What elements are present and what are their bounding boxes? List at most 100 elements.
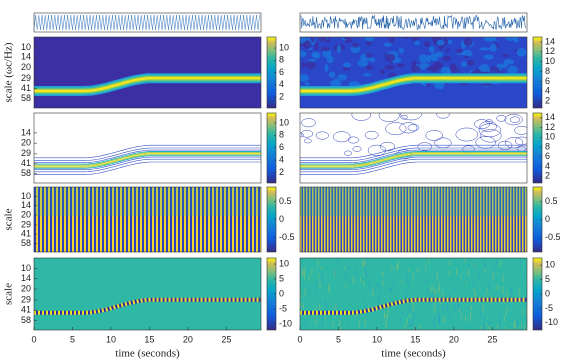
noise [402,309,404,316]
noise [343,266,345,271]
blob [322,49,332,58]
noise [365,271,367,279]
blob [314,41,319,51]
colorbar-tick-label: 0.5 [545,196,558,206]
noise [438,282,440,291]
colorbar-tick-label: 8 [545,141,550,151]
noise [504,327,506,330]
colorbar-tick-label: 2 [545,171,550,181]
y-tick-label: 41 [21,83,31,93]
noise [397,260,399,269]
blob [343,37,349,40]
noise [304,287,306,295]
noise [337,292,339,297]
noise [359,277,361,282]
contour-loop [514,136,527,146]
noise [304,273,306,280]
panel-image [300,187,527,252]
noise [335,303,337,311]
noise [406,318,408,326]
blob [383,42,392,47]
contour-loop [496,115,507,122]
axes-frame [299,112,528,184]
noise [439,317,441,323]
contour-loop [300,130,314,138]
noise [474,263,476,268]
contour-loop [474,119,490,129]
blob [480,82,492,87]
x-tick-label: 15 [144,334,154,344]
contour-loop [332,131,351,143]
contour-loop [379,141,396,152]
noise [463,324,465,330]
noise [438,312,440,321]
noise [489,321,491,328]
blob [318,37,327,43]
noise [318,324,320,330]
noise [370,266,372,270]
noise [510,286,512,294]
blob [328,71,336,79]
noise [322,315,324,321]
noise [362,280,364,287]
x-tick-label: 20 [183,334,193,344]
colorbar [266,112,277,184]
noise [474,290,476,300]
contour-loop [315,131,329,140]
blob [414,40,421,46]
blob [305,61,316,70]
noise [399,315,401,325]
noise [390,286,392,292]
colorbar-tick-label: 2 [279,91,284,101]
axes-frame [33,36,262,109]
contour-line [34,149,261,163]
noise [407,279,409,288]
colorbar-tick-label: -10 [279,318,292,328]
colorbar-tick-label: 14 [545,112,555,122]
noise [353,276,355,286]
noise [364,260,366,267]
noise [389,317,391,323]
image-bg [300,258,527,330]
contour-loop [378,113,400,122]
colorbar-tick-label: 0 [545,288,550,298]
noise [519,289,521,296]
noise [319,281,321,289]
noise [385,313,387,318]
contour-line [300,156,527,170]
noise [339,319,341,327]
blob [455,48,463,54]
blob [447,40,453,45]
y-tick-label: 41 [21,158,31,168]
noise [378,297,380,306]
noise [460,274,462,278]
colorbar-tick-label: 10 [279,258,289,268]
noise [321,273,323,283]
noise [417,267,419,274]
noise [380,283,382,290]
signal-line [300,14,526,31]
colorbar-tick-label: -0.5 [545,232,561,242]
noise [404,323,406,330]
x-axis-label: time (seconds) [115,348,180,360]
noise [455,268,457,276]
noise [300,301,302,309]
x-tick-label: 10 [106,334,116,344]
blob [398,47,404,54]
noise [382,279,384,287]
noise [503,274,505,282]
signal-frame [33,12,262,33]
noise [516,320,518,325]
noise [483,316,485,322]
noise [385,323,387,329]
axes-frame [299,186,528,253]
blob [489,43,497,52]
noise [302,267,304,276]
noise [334,270,336,278]
blob [504,37,517,42]
noise [367,305,369,310]
contour-loop [364,130,379,140]
contour-loop [485,119,493,124]
noise [465,315,467,321]
image-bg [300,187,527,252]
